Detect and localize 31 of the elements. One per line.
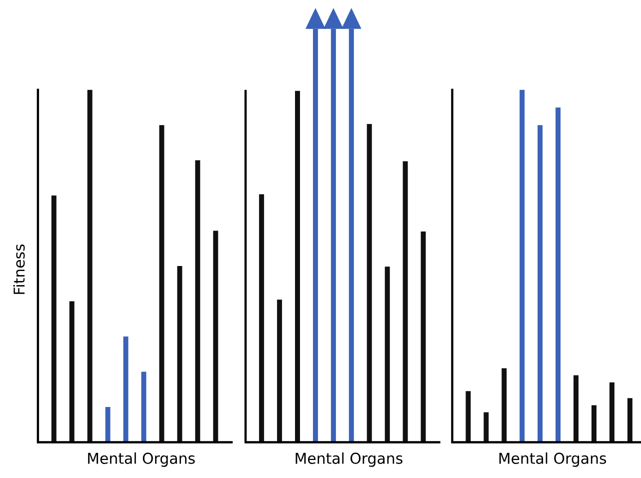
bar [402, 161, 408, 442]
bar [420, 231, 426, 442]
bar [141, 372, 146, 442]
bar [466, 391, 471, 442]
x-axis-title: Mental Organs [499, 452, 606, 467]
bar [177, 266, 182, 442]
bar [259, 194, 264, 442]
bar [277, 300, 282, 442]
bar [627, 398, 632, 442]
bar [502, 368, 507, 442]
bar [609, 382, 614, 442]
bar [87, 90, 92, 442]
bar [484, 412, 489, 442]
bar [123, 336, 128, 442]
bar [51, 195, 56, 442]
bar [556, 107, 561, 442]
bar [591, 405, 596, 442]
bar [384, 266, 390, 442]
x-axis-title: Mental Organs [88, 452, 195, 467]
bar [105, 406, 110, 442]
bar [69, 301, 74, 442]
bar [366, 124, 372, 442]
bar [213, 230, 218, 442]
bar [520, 90, 525, 442]
bar [538, 124, 543, 442]
bar [574, 375, 579, 442]
bar [195, 160, 200, 442]
bar [295, 90, 300, 442]
y-axis-title: Fitness [13, 244, 25, 294]
x-axis-title: Mental Organs [296, 452, 402, 467]
bar [159, 124, 164, 442]
